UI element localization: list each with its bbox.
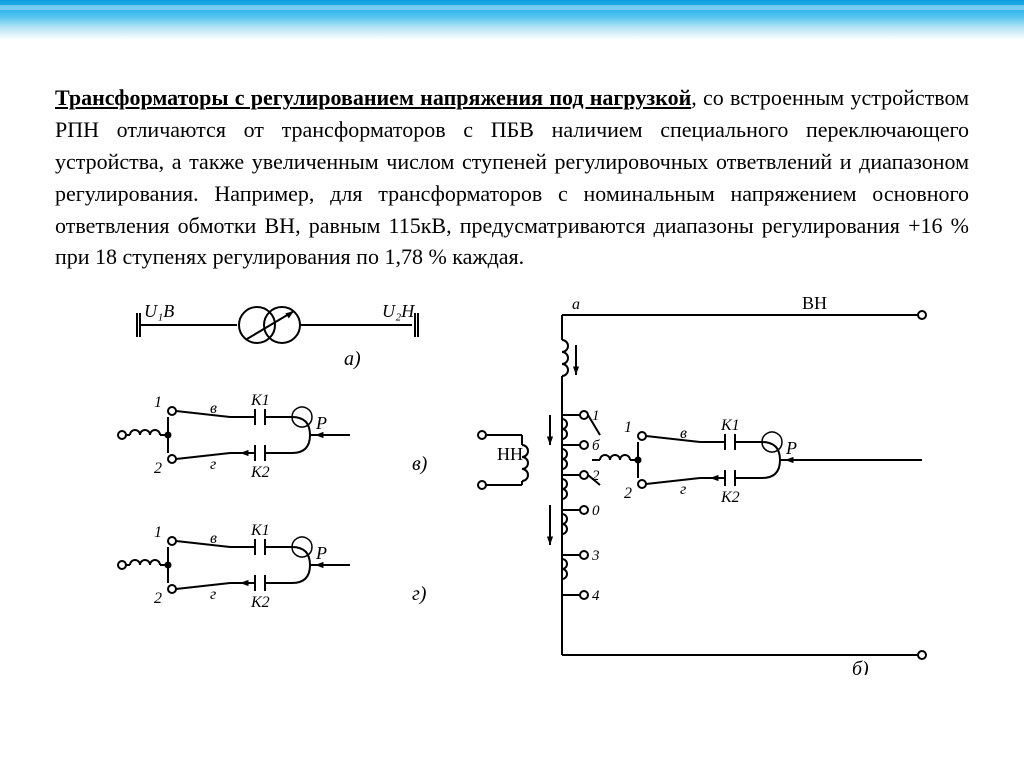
svg-text:а): а) <box>344 348 361 370</box>
svg-text:К2: К2 <box>720 489 740 506</box>
svg-text:1: 1 <box>624 419 632 436</box>
slide-content: Трансформаторы с регулированием напряжен… <box>0 40 1024 675</box>
svg-text:К1: К1 <box>720 417 740 434</box>
svg-text:Р: Р <box>315 543 327 563</box>
svg-text:б: б <box>592 438 600 454</box>
body-text: , со встроенным устройством РПН отличают… <box>55 85 969 269</box>
svg-text:U₁В: U₁В <box>144 301 174 321</box>
main-paragraph: Трансформаторы с регулированием напряжен… <box>55 82 969 273</box>
svg-text:г): г) <box>412 583 427 605</box>
svg-text:К2: К2 <box>250 594 270 611</box>
circuit-diagram: U₁В U₂Н а) 1 2 в г К1 К2 Рв) 1 2 в г К1 К2 Рг) а ВН НН 1 б 2 0 3… <box>55 295 969 675</box>
svg-text:в: в <box>210 530 217 547</box>
svg-text:ВН: ВН <box>802 295 827 313</box>
slide-header-gradient <box>0 0 1024 40</box>
svg-text:1: 1 <box>154 394 162 411</box>
schematic-svg: U₁В U₂Н а) 1 2 в г К1 К2 Рв) 1 2 в г К1 К2 Рг) а ВН НН 1 б 2 0 3… <box>82 295 942 675</box>
svg-text:г: г <box>210 586 216 603</box>
svg-text:в): в) <box>412 453 428 475</box>
svg-text:1: 1 <box>154 524 162 541</box>
svg-text:г: г <box>210 456 216 473</box>
svg-text:Р: Р <box>315 413 327 433</box>
svg-text:в: в <box>210 400 217 417</box>
svg-text:К1: К1 <box>250 522 270 539</box>
emphasized-title: Трансформаторы с регулированием напряжен… <box>55 85 691 110</box>
svg-text:0: 0 <box>592 503 600 519</box>
svg-text:а: а <box>572 296 580 313</box>
svg-text:К1: К1 <box>250 392 270 409</box>
svg-text:2: 2 <box>624 485 632 502</box>
svg-text:НН: НН <box>497 444 523 464</box>
svg-text:U₂Н: U₂Н <box>382 301 415 321</box>
svg-text:Р: Р <box>785 438 797 458</box>
svg-text:3: 3 <box>591 548 600 564</box>
svg-text:г: г <box>680 481 686 498</box>
svg-text:К2: К2 <box>250 464 270 481</box>
svg-text:2: 2 <box>154 590 162 607</box>
svg-text:2: 2 <box>154 460 162 477</box>
svg-text:б): б) <box>852 658 869 675</box>
svg-text:в: в <box>680 425 687 442</box>
svg-text:4: 4 <box>592 588 600 604</box>
